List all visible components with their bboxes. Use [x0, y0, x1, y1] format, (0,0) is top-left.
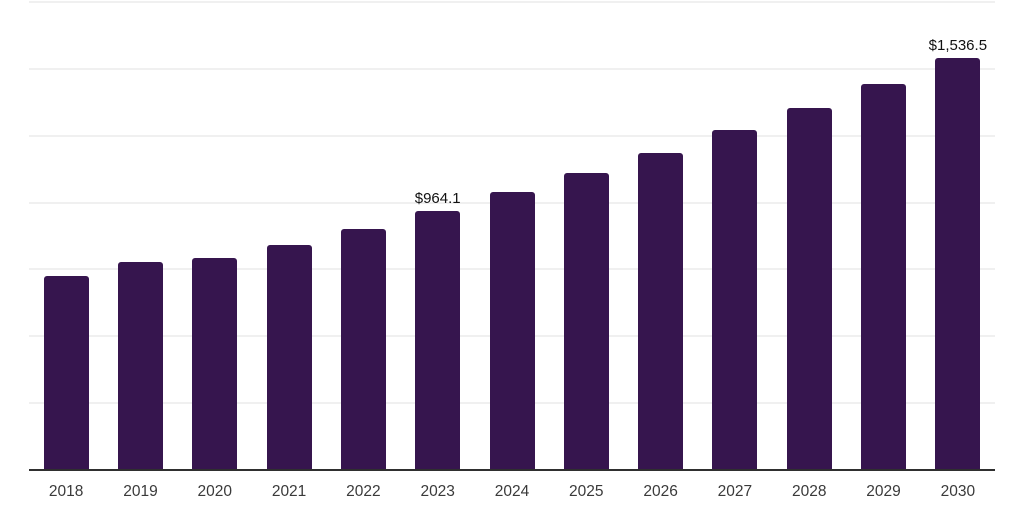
x-tick-label-2021: 2021: [271, 483, 307, 500]
bar-2028: [786, 107, 832, 469]
x-tick-label-2030: 2030: [940, 483, 976, 500]
bar-2029: [861, 84, 907, 469]
data-label-2023: $964.1: [414, 190, 461, 208]
bar-2030: [935, 58, 981, 469]
x-tick-label-2025: 2025: [569, 483, 604, 500]
x-tick-label-2022: 2022: [346, 483, 381, 500]
bar-2026: [638, 152, 684, 469]
x-tick-label-2026: 2026: [643, 483, 678, 500]
x-tick-label-2018: 2018: [48, 483, 84, 500]
x-tick-label-2020: 2020: [197, 483, 233, 500]
x-tick-label-2027: 2027: [717, 483, 753, 500]
bar-2018: [43, 275, 89, 469]
bar-2024: [489, 191, 535, 469]
bar-2022: [340, 228, 386, 469]
x-tick-label-2029: 2029: [866, 483, 901, 500]
bar-2020: [192, 257, 238, 469]
bar-2027: [712, 129, 758, 469]
bar-2021: [266, 244, 312, 469]
x-tick-label-2024: 2024: [494, 483, 530, 500]
gridline: [29, 1, 995, 3]
data-label-2030: $1,536.5: [928, 37, 988, 55]
bar-2019: [117, 261, 163, 469]
bar-2025: [563, 172, 609, 469]
bar-2023: [415, 211, 461, 469]
x-axis-line: [29, 469, 995, 471]
x-tick-label-2028: 2028: [791, 483, 827, 500]
gridline: [29, 67, 995, 70]
x-tick-label-2019: 2019: [123, 483, 158, 500]
gridline: [29, 134, 995, 137]
x-tick-label-2023: 2023: [420, 483, 455, 500]
